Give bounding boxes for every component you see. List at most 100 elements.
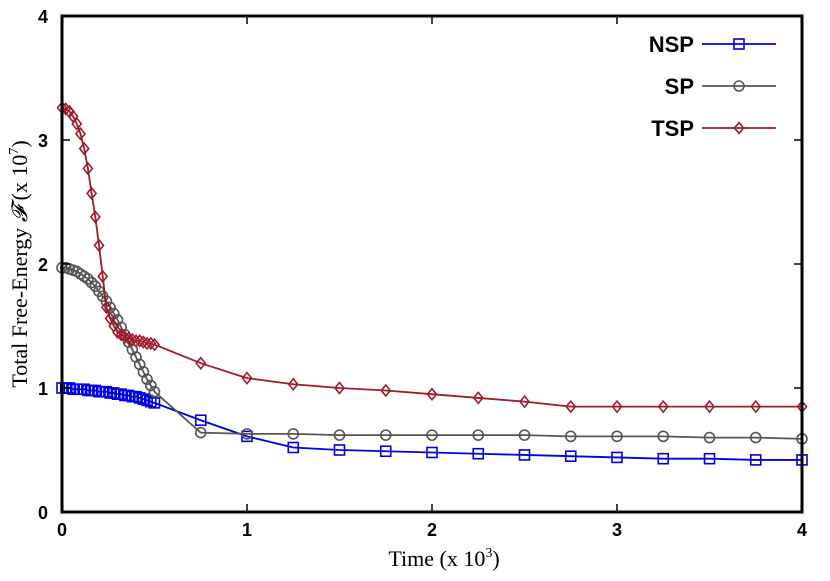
data-point-tsp bbox=[518, 394, 531, 409]
x-axis-title-exponent: 3 bbox=[485, 546, 492, 561]
data-point-tsp bbox=[565, 399, 577, 414]
data-point-tsp bbox=[123, 331, 135, 346]
data-point-nsp bbox=[122, 389, 135, 402]
data-point-sp bbox=[141, 373, 153, 386]
x-tick-label: 0 bbox=[57, 520, 67, 540]
data-point-sp bbox=[472, 429, 485, 441]
y-axis-title-exponent: 7 bbox=[7, 148, 22, 155]
ticks-layer: 0 1 2 3 4 0 1 2 3 4 bbox=[38, 7, 807, 540]
data-point-sp bbox=[194, 426, 207, 439]
data-point-sp bbox=[426, 429, 438, 441]
data-point-tsp bbox=[611, 399, 623, 414]
data-point-sp bbox=[564, 430, 577, 443]
data-point-tsp bbox=[78, 141, 90, 156]
data-point-tsp bbox=[71, 117, 83, 131]
data-point-tsp bbox=[287, 377, 299, 392]
data-point-tsp bbox=[380, 383, 392, 398]
data-point-tsp bbox=[472, 391, 484, 405]
y-tick-label: 0 bbox=[38, 503, 48, 523]
data-point-tsp bbox=[333, 381, 346, 395]
data-point-tsp bbox=[703, 399, 716, 414]
data-point-sp bbox=[333, 429, 346, 441]
y-tick-label: 2 bbox=[38, 255, 48, 275]
x-tick-label: 3 bbox=[612, 520, 622, 540]
y-tick-label: 1 bbox=[38, 379, 48, 399]
data-point-tsp bbox=[426, 387, 438, 401]
data-point-sp bbox=[749, 431, 762, 444]
data-point-nsp bbox=[703, 452, 716, 465]
data-point-tsp bbox=[100, 300, 112, 315]
data-point-nsp bbox=[133, 392, 146, 404]
data-point-sp bbox=[85, 276, 98, 289]
y-tick-label: 4 bbox=[38, 7, 48, 27]
series-nsp bbox=[56, 382, 808, 466]
data-point-tsp bbox=[134, 334, 146, 348]
y-axis-title: Total Free-Energy 𝓕 (x 107) bbox=[7, 140, 32, 387]
series-sp bbox=[56, 261, 808, 445]
x-tick-label: 2 bbox=[427, 520, 437, 540]
series-line-tsp bbox=[61, 106, 802, 408]
data-point-sp bbox=[241, 428, 253, 440]
data-point-nsp bbox=[89, 384, 102, 397]
data-point-nsp bbox=[657, 452, 670, 465]
data-point-nsp bbox=[115, 388, 127, 401]
data-point-tsp bbox=[657, 399, 669, 414]
series-layer bbox=[56, 100, 808, 466]
data-point-nsp bbox=[137, 393, 150, 405]
data-point-nsp bbox=[379, 445, 392, 458]
data-point-nsp bbox=[130, 390, 142, 403]
data-point-nsp bbox=[287, 441, 300, 454]
legend-marker bbox=[733, 38, 745, 50]
data-point-sp bbox=[657, 430, 670, 443]
data-point-sp bbox=[703, 431, 716, 444]
x-tick-label: 1 bbox=[242, 520, 252, 540]
legend-item-tsp: TSP bbox=[651, 116, 776, 141]
data-point-tsp bbox=[145, 336, 157, 351]
legend: NSP SP TSP bbox=[649, 32, 776, 141]
data-point-tsp bbox=[74, 127, 87, 141]
data-point-nsp bbox=[145, 395, 157, 408]
data-point-nsp bbox=[564, 450, 577, 463]
data-point-nsp bbox=[78, 383, 90, 396]
data-point-nsp bbox=[108, 387, 120, 399]
data-point-tsp bbox=[89, 210, 101, 224]
data-point-nsp bbox=[749, 454, 762, 466]
data-point-tsp bbox=[137, 335, 149, 349]
data-point-sp bbox=[518, 429, 531, 441]
data-point-tsp bbox=[130, 334, 142, 348]
data-point-tsp bbox=[97, 269, 109, 284]
legend-label: NSP bbox=[649, 32, 694, 57]
series-line-sp bbox=[62, 266, 803, 440]
data-point-nsp bbox=[194, 414, 207, 427]
data-point-tsp bbox=[241, 371, 253, 385]
data-point-tsp bbox=[750, 399, 762, 414]
data-point-sp bbox=[82, 273, 94, 285]
y-tick-label: 3 bbox=[38, 131, 48, 151]
data-point-tsp bbox=[93, 238, 105, 253]
series-tsp bbox=[56, 100, 808, 414]
data-point-nsp bbox=[148, 397, 161, 409]
legend-item-sp: SP bbox=[665, 74, 776, 99]
data-point-tsp bbox=[126, 332, 138, 347]
legend-label: TSP bbox=[651, 116, 694, 141]
data-point-nsp bbox=[518, 449, 531, 461]
data-point-sp bbox=[611, 430, 623, 443]
data-point-sp bbox=[145, 379, 157, 392]
data-point-tsp bbox=[195, 356, 207, 370]
data-point-nsp bbox=[333, 444, 346, 456]
data-point-sp bbox=[379, 429, 392, 441]
data-point-nsp bbox=[426, 446, 438, 459]
data-point-tsp bbox=[141, 336, 153, 351]
data-point-tsp bbox=[82, 161, 94, 176]
legend-label: SP bbox=[665, 74, 694, 99]
data-point-sp bbox=[148, 385, 161, 398]
data-point-sp bbox=[287, 428, 300, 440]
data-point-nsp bbox=[472, 447, 485, 460]
data-point-tsp bbox=[119, 330, 131, 344]
data-point-tsp bbox=[148, 337, 161, 352]
x-tick-label: 4 bbox=[797, 520, 807, 540]
x-axis-title: Time (x 103) bbox=[388, 546, 499, 571]
legend-item-nsp: NSP bbox=[649, 32, 776, 57]
data-point-tsp bbox=[86, 186, 98, 201]
